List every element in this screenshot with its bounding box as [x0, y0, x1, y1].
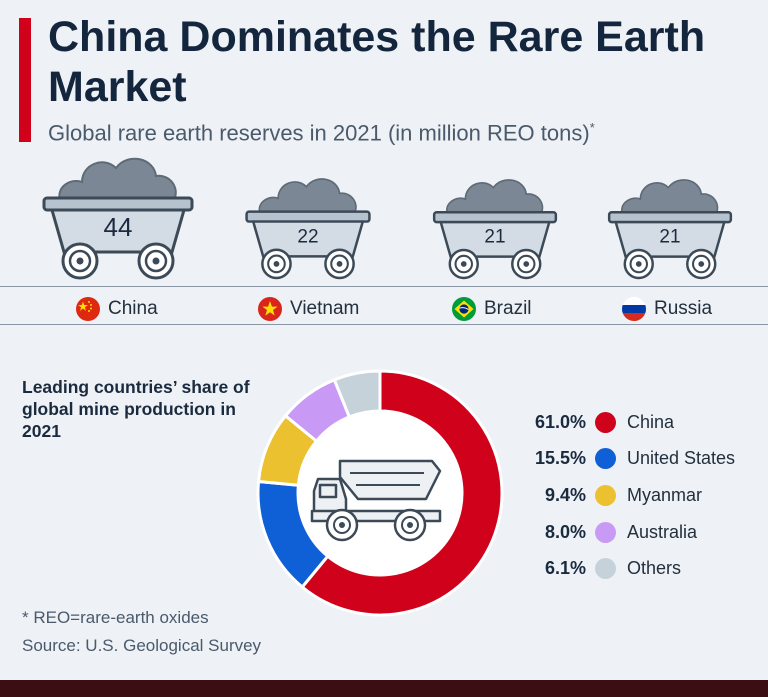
bottom-band: [0, 680, 768, 697]
cart-bar-russia: [607, 179, 733, 280]
legend-value: 15.5%: [534, 448, 586, 469]
legend-value: 8.0%: [544, 521, 586, 542]
legend-label: Australia: [627, 521, 698, 542]
country-label-china: China: [76, 296, 158, 322]
flag-china-icon: [76, 297, 100, 321]
legend-swatch: [595, 521, 616, 543]
flag-russia-icon: [622, 297, 646, 321]
reserves-chart: 44 22 21 21: [42, 157, 733, 280]
country-label-vietnam: Vietnam: [258, 296, 359, 322]
country-name: Russia: [654, 298, 713, 319]
footnote-source: Source: U.S. Geological Survey: [22, 636, 262, 655]
legend-label: Myanmar: [627, 484, 703, 505]
flag-vietnam-icon: [258, 297, 282, 321]
flag-brazil-icon: [452, 297, 476, 321]
donut-slice-others: [332, 369, 382, 419]
share-heading: Leading countries’ share of global mine …: [22, 377, 250, 441]
legend-swatch: [595, 411, 616, 433]
legend-label: Others: [627, 558, 682, 579]
subtitle-text: Global rare earth reserves in 2021 (in m…: [48, 120, 590, 146]
legend-item-united-states: 15.5% United States: [500, 441, 768, 478]
production-share-donut: [256, 369, 504, 617]
legend-value: 61.0%: [534, 411, 586, 432]
country-name: Brazil: [484, 298, 532, 319]
footnote-reo: * REO=rare-earth oxides: [22, 608, 209, 627]
country-label-brazil: Brazil: [452, 296, 532, 322]
legend-swatch: [595, 558, 616, 580]
country-name: China: [108, 298, 158, 319]
cart-bar-china: [42, 157, 194, 280]
legend-item-china: 61.0% China: [500, 404, 768, 441]
cart-value-label: 22: [297, 226, 318, 247]
legend-item-myanmar: 9.4% Myanmar: [500, 477, 768, 514]
legend-label: China: [627, 411, 675, 432]
legend-item-australia: 8.0% Australia: [500, 514, 768, 551]
legend-value: 6.1%: [544, 558, 586, 579]
legend-swatch: [595, 448, 616, 470]
accent-bar: [19, 18, 31, 142]
page-subtitle: Global rare earth reserves in 2021 (in m…: [48, 120, 595, 146]
donut-slice-china: [300, 369, 504, 617]
legend-value: 9.4%: [544, 484, 586, 505]
cart-value-label: 21: [484, 227, 505, 248]
rail-bottom: [0, 324, 768, 325]
legend-item-others: 6.1% Others: [500, 550, 768, 587]
rail-top: [0, 286, 768, 287]
dump-truck-icon: [310, 459, 442, 542]
cart-bar-brazil: [432, 179, 558, 280]
cart-value-label: 21: [659, 227, 680, 248]
country-label-russia: Russia: [622, 296, 712, 322]
subtitle-marker: *: [589, 120, 595, 135]
cart-bar-vietnam: [245, 178, 371, 280]
cart-value-label: 44: [104, 212, 133, 242]
donut-legend: 61.0% China 15.5% United States 9.4% Myanmar 8…: [500, 404, 768, 587]
legend-label: United States: [627, 448, 736, 469]
country-name: Vietnam: [290, 298, 360, 319]
page-title: China Dominates the Rare Earth Market: [48, 13, 706, 111]
legend-swatch: [595, 484, 616, 506]
